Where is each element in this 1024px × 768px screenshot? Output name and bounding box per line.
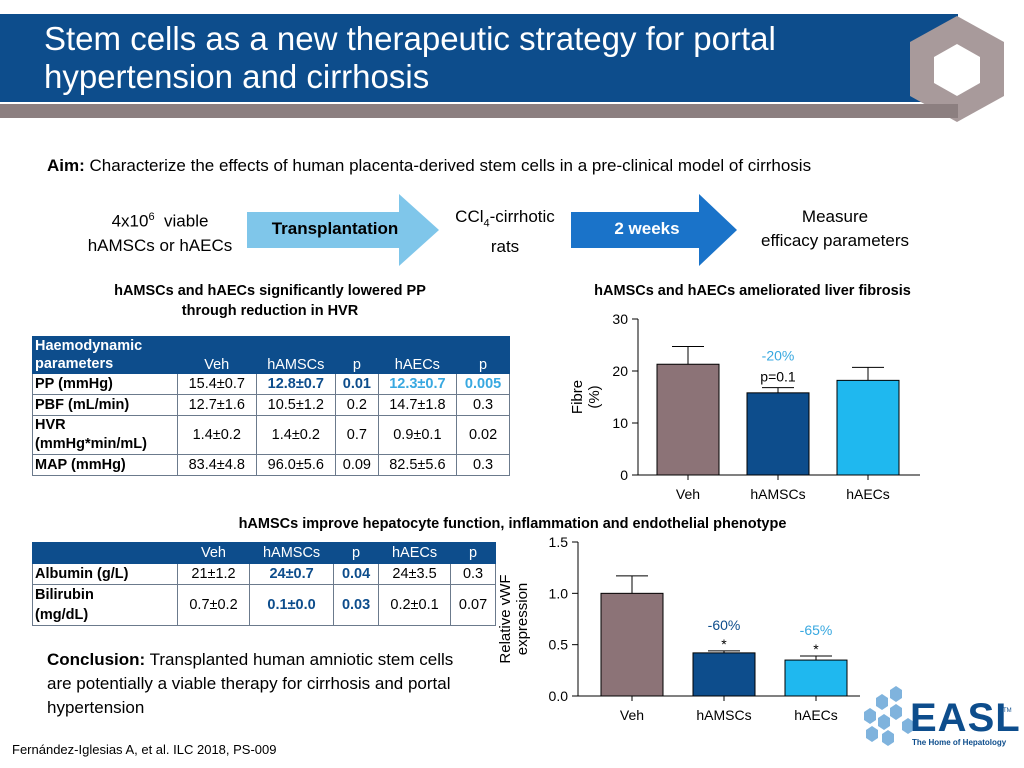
flow-step-cells: 4x106 viable hAMSCs or hAECs xyxy=(87,211,233,255)
haemodynamics-table: Haemodynamic parameters Veh hAMSCs p hAEC… xyxy=(32,336,510,476)
table-row: Bilirubin (mg/dL) 0.7±0.2 0.1±0.0 0.03 0.… xyxy=(32,584,496,626)
slide-title: Stem cells as a new therapeutic strategy… xyxy=(44,20,776,95)
y-axis-label: (%) xyxy=(586,385,603,408)
y-axis-label: Fibre xyxy=(569,380,586,414)
x-tick-label: hAECs xyxy=(794,707,838,723)
header: Stem cells as a new therapeutic strategy… xyxy=(0,0,1024,122)
fibrosis-heading: hAMSCs and hAECs ameliorated liver fibro… xyxy=(594,283,911,299)
y-axis-label: expression xyxy=(514,583,531,656)
conclusion-label: Conclusion: xyxy=(47,650,146,669)
y-tick-label: 10 xyxy=(612,415,628,431)
easl-logo-text: EASL xyxy=(910,696,1021,740)
fibrosis-chart: 0 10 20 30 Fibre (%) Veh hAMSCs hAECs -20% p=0.1 xyxy=(569,311,920,502)
hepatocyte-table: Veh hAMSCs p hAECs p Albumin (g/L) 21±1.… xyxy=(32,542,496,626)
bar xyxy=(600,592,664,697)
x-tick-label: Veh xyxy=(676,486,700,502)
annotation: -65% xyxy=(800,622,833,638)
table-header-row: Veh hAMSCs p hAECs p xyxy=(32,542,496,564)
header-rule xyxy=(0,104,958,118)
table-row: HVR (mmHg*min/mL) 1.4±0.2 1.4±0.2 0.7 0.9… xyxy=(32,415,510,455)
y-axis-label: Relative vWF xyxy=(497,574,514,663)
haemodynamics-heading: hAMSCs and hAECs significantly lowered P… xyxy=(114,283,426,319)
hepatocyte-heading: hAMSCs improve hepatocyte function, infl… xyxy=(238,516,787,532)
transplantation-arrow-icon xyxy=(247,194,439,266)
aim-label: Aim: xyxy=(47,156,85,175)
aim-text: Characterize the effects of human placen… xyxy=(89,156,812,175)
annotation: -20% xyxy=(762,348,795,364)
easl-hexagons-icon xyxy=(864,686,914,746)
y-tick-label: 30 xyxy=(612,311,628,327)
hexagon-logo-icon xyxy=(910,16,1004,122)
annotation: * xyxy=(813,641,819,657)
bar xyxy=(692,652,756,697)
table-row: Albumin (g/L) 21±1.2 24±0.7 0.04 24±3.5 … xyxy=(32,563,496,585)
annotation: * xyxy=(721,636,727,652)
x-tick-label: Veh xyxy=(620,707,644,723)
transplantation-label: Transplantation xyxy=(271,219,399,238)
table-row: PP (mmHg) 15.4±0.7 12.8±0.7 0.01 12.3±0.… xyxy=(32,373,510,395)
bar xyxy=(746,392,810,476)
bar xyxy=(836,379,900,476)
table-row: PBF (mL/min) 12.7±1.6 10.5±1.2 0.2 14.7±… xyxy=(32,394,510,416)
aim-statement: Aim: Characterize the effects of human p… xyxy=(47,156,811,176)
y-tick-label: 0.5 xyxy=(549,637,569,653)
table-header-row: Haemodynamic parameters Veh hAMSCs p hAEC… xyxy=(32,336,510,374)
bar xyxy=(784,659,848,697)
easl-tagline: The Home of Hepatology xyxy=(912,738,1007,747)
y-tick-label: 1.0 xyxy=(549,585,569,601)
vwf-chart: 0.0 0.5 1.0 1.5 Relative vWF expression Veh hAM… xyxy=(497,534,860,723)
bar xyxy=(656,363,720,476)
y-tick-label: 20 xyxy=(612,363,628,379)
two-weeks-arrow-icon xyxy=(571,194,737,266)
annotation: -60% xyxy=(708,617,741,633)
x-tick-label: hAMSCs xyxy=(750,486,805,502)
x-tick-label: hAECs xyxy=(846,486,890,502)
y-tick-label: 1.5 xyxy=(549,534,569,550)
conclusion: Conclusion: Transplanted human amniotic … xyxy=(47,648,467,720)
x-tick-label: hAMSCs xyxy=(696,707,751,723)
y-tick-label: 0.0 xyxy=(549,688,569,704)
citation: Fernández-Iglesias A, et al. ILC 2018, P… xyxy=(12,742,277,757)
table-row: MAP (mmHg) 83.4±4.8 96.0±5.6 0.09 82.5±5… xyxy=(32,454,510,476)
y-tick-label: 0 xyxy=(620,467,628,483)
flow-step-measure: Measure efficacy parameters xyxy=(760,207,910,250)
title-band xyxy=(0,14,958,102)
easl-trademark: TM xyxy=(1003,708,1012,714)
annotation: p=0.1 xyxy=(760,369,796,385)
two-weeks-label: 2 weeks xyxy=(614,219,680,238)
conclusion-text: Transplanted human amniotic stem cells a… xyxy=(47,650,454,717)
flow-step-rats: CCl4-cirrhotic rats xyxy=(455,207,555,257)
